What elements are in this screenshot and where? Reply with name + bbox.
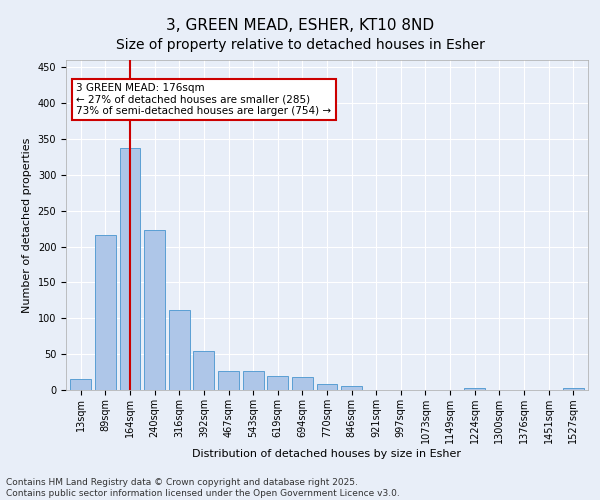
Bar [242,372,263,390]
Bar [563,388,584,390]
Bar [70,379,91,390]
Y-axis label: Number of detached properties: Number of detached properties [22,138,32,312]
Bar [267,376,288,390]
X-axis label: Distribution of detached houses by size in Esher: Distribution of detached houses by size … [193,449,461,459]
Bar [218,370,239,390]
Text: Size of property relative to detached houses in Esher: Size of property relative to detached ho… [116,38,484,52]
Bar [144,230,165,390]
Text: 3 GREEN MEAD: 176sqm
← 27% of detached houses are smaller (285)
73% of semi-deta: 3 GREEN MEAD: 176sqm ← 27% of detached h… [76,83,332,116]
Text: 3, GREEN MEAD, ESHER, KT10 8ND: 3, GREEN MEAD, ESHER, KT10 8ND [166,18,434,32]
Bar [292,377,313,390]
Bar [193,352,214,390]
Bar [317,384,337,390]
Bar [464,388,485,390]
Bar [119,148,140,390]
Text: Contains HM Land Registry data © Crown copyright and database right 2025.
Contai: Contains HM Land Registry data © Crown c… [6,478,400,498]
Bar [169,310,190,390]
Bar [95,235,116,390]
Bar [341,386,362,390]
